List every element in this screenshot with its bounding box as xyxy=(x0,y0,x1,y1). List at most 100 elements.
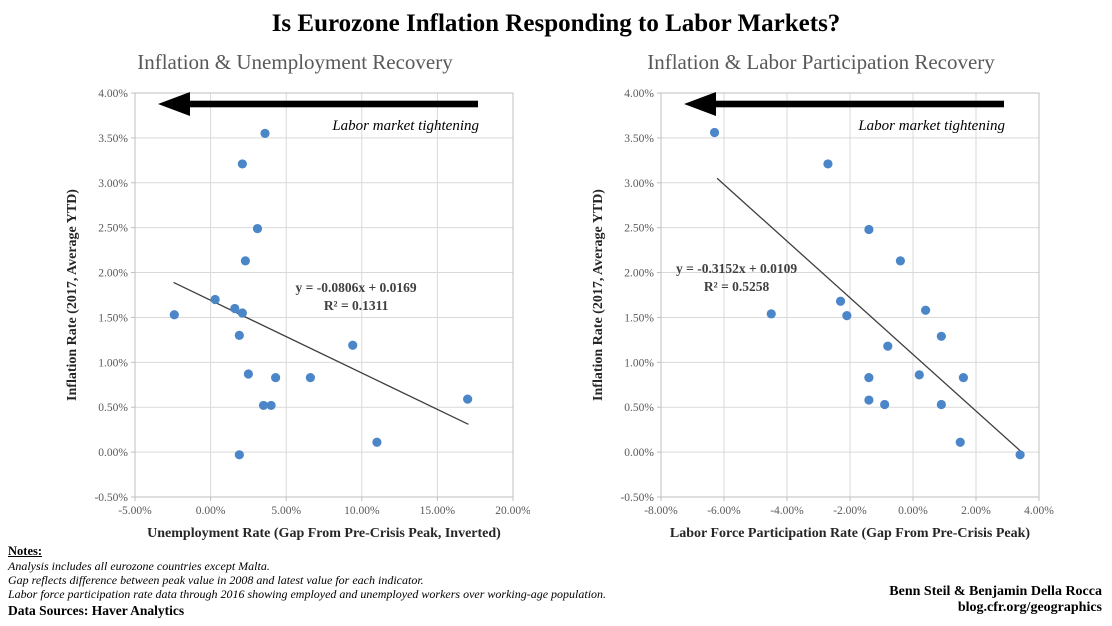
y-tick-label: 0.50% xyxy=(624,402,654,414)
chart-title-unemployment: Inflation & Unemployment Recovery xyxy=(137,50,453,74)
arrow-head-icon xyxy=(158,92,190,116)
x-tick-label: 4.00% xyxy=(1024,505,1054,517)
y-tick-label: 3.00% xyxy=(98,178,128,190)
y-tick-label: 1.50% xyxy=(624,312,654,324)
scatter-point xyxy=(936,399,946,410)
scatter-point xyxy=(260,128,270,138)
scatter-point xyxy=(234,330,244,340)
x-tick-label: -5.00% xyxy=(118,505,152,517)
arrow-shaft xyxy=(713,100,1004,108)
y-tick-label: 3.50% xyxy=(624,133,654,145)
x-tick-label: 20.00% xyxy=(495,505,530,517)
scatter-point xyxy=(305,372,315,383)
y-tick-label: 2.50% xyxy=(624,223,654,235)
scatter-point xyxy=(210,294,220,305)
scatter-point xyxy=(1015,450,1025,460)
scatter-point xyxy=(864,224,874,235)
x-tick-label: 5.00% xyxy=(271,505,301,517)
scatter-point xyxy=(463,394,473,404)
trendline-r2: R² = 0.5258 xyxy=(704,279,770,294)
plot-frame xyxy=(134,92,514,498)
tightening-annotation: Labor market tightening xyxy=(331,118,479,134)
scatter-point xyxy=(823,159,833,169)
x-tick-label: -8.00% xyxy=(644,505,678,517)
scatter-point xyxy=(766,309,776,319)
x-axis-title: Unemployment Rate (Gap From Pre-Crisis P… xyxy=(147,526,501,541)
x-tick-label: 0.00% xyxy=(898,505,928,517)
scatter-point xyxy=(864,395,874,405)
scatter-point xyxy=(958,372,968,383)
tightening-annotation: Labor market tightening xyxy=(857,118,1005,134)
x-tick-label: 0.00% xyxy=(196,505,226,517)
trendline-r2: R² = 0.1311 xyxy=(324,298,389,313)
y-tick-label: 2.50% xyxy=(98,223,128,235)
scatter-point xyxy=(258,400,269,411)
y-axis-title: Inflation Rate (2017, Average YTD) xyxy=(65,189,80,401)
scatter-point xyxy=(266,400,276,411)
y-tick-label: 4.00% xyxy=(98,88,128,100)
scatter-point xyxy=(955,437,965,447)
y-tick-label: 0.00% xyxy=(624,447,654,459)
scatter-point xyxy=(372,437,382,447)
y-tick-label: -0.50% xyxy=(94,492,128,504)
x-tick-label: -4.00% xyxy=(770,505,804,517)
credit-authors: Benn Steil & Benjamin Della Rocca xyxy=(889,584,1102,599)
scatter-point xyxy=(234,450,244,460)
scatter-point xyxy=(237,159,247,169)
credit-site: blog.cfr.org/geographics xyxy=(957,600,1102,615)
y-tick-label: 2.00% xyxy=(624,268,654,280)
y-tick-label: 3.50% xyxy=(98,133,128,145)
scatter-point xyxy=(936,331,946,341)
x-axis-title: Labor Force Participation Rate (Gap From… xyxy=(670,526,1031,541)
note-line-3: Labor force participation rate data thro… xyxy=(8,587,607,601)
y-tick-label: 1.00% xyxy=(624,357,654,369)
scatter-point xyxy=(835,296,846,306)
y-tick-label: 1.00% xyxy=(98,357,128,369)
scatter-point xyxy=(883,341,893,351)
data-sources: Data Sources: Haver Analytics xyxy=(8,603,185,618)
trendline xyxy=(716,177,1023,453)
scatter-point xyxy=(864,372,874,383)
scatter-point xyxy=(914,370,924,380)
scatter-point xyxy=(880,399,890,410)
arrow-shaft xyxy=(187,100,478,108)
scatter-point xyxy=(237,308,247,318)
y-tick-label: 1.50% xyxy=(98,312,128,324)
scatter-point xyxy=(842,311,852,321)
x-tick-label: 10.00% xyxy=(344,505,380,517)
trendline-equation: y = -0.3152x + 0.0109 xyxy=(676,261,797,276)
note-line-1: Analysis includes all eurozone countries… xyxy=(8,559,270,573)
y-axis-title: Inflation Rate (2017, Average YTD) xyxy=(591,189,606,401)
trendline xyxy=(173,281,469,425)
scatter-point xyxy=(240,256,250,266)
scatter-point xyxy=(271,372,281,383)
scatter-point xyxy=(895,256,905,266)
x-tick-label: -2.00% xyxy=(833,505,867,517)
scatter-point xyxy=(709,127,720,138)
scatter-plot-unemployment: -5.00% 0.00% 5.00% 10.00% 15.00% 20.00% 4.00% 3… xyxy=(65,88,530,541)
arrow-head-icon xyxy=(684,92,716,116)
scatter-point xyxy=(921,305,931,315)
x-tick-label: 15.00% xyxy=(420,505,456,517)
x-tick-label: 2.00% xyxy=(961,505,991,517)
scatter-plot-participation: -8.00% -6.00% -4.00% -2.00% 0.00% 2.00% 4.00% 4… xyxy=(591,88,1054,541)
y-tick-label: 0.50% xyxy=(98,402,128,414)
plot-frame xyxy=(660,92,1040,498)
notes-heading: Notes: xyxy=(8,544,43,558)
y-tick-label: 0.00% xyxy=(98,447,128,459)
scatter-point xyxy=(169,310,179,320)
credits-block: Benn Steil & Benjamin Della Rocca blog.c… xyxy=(889,584,1102,616)
note-line-2: Gap reflects difference between peak val… xyxy=(8,573,424,587)
scatter-point xyxy=(243,369,253,379)
scatter-point xyxy=(252,223,263,234)
chart-title-participation: Inflation & Labor Participation Recovery xyxy=(647,50,995,74)
page-title: Is Eurozone Inflation Responding to Labo… xyxy=(271,10,841,37)
y-tick-label: 4.00% xyxy=(624,88,654,100)
y-tick-label: 2.00% xyxy=(98,268,128,280)
scatter-point xyxy=(348,340,358,350)
y-tick-label: -0.50% xyxy=(620,492,654,504)
notes-block: Notes: Analysis includes all eurozone co… xyxy=(8,544,606,619)
x-tick-label: -6.00% xyxy=(707,505,741,517)
scatter-point xyxy=(230,303,240,314)
